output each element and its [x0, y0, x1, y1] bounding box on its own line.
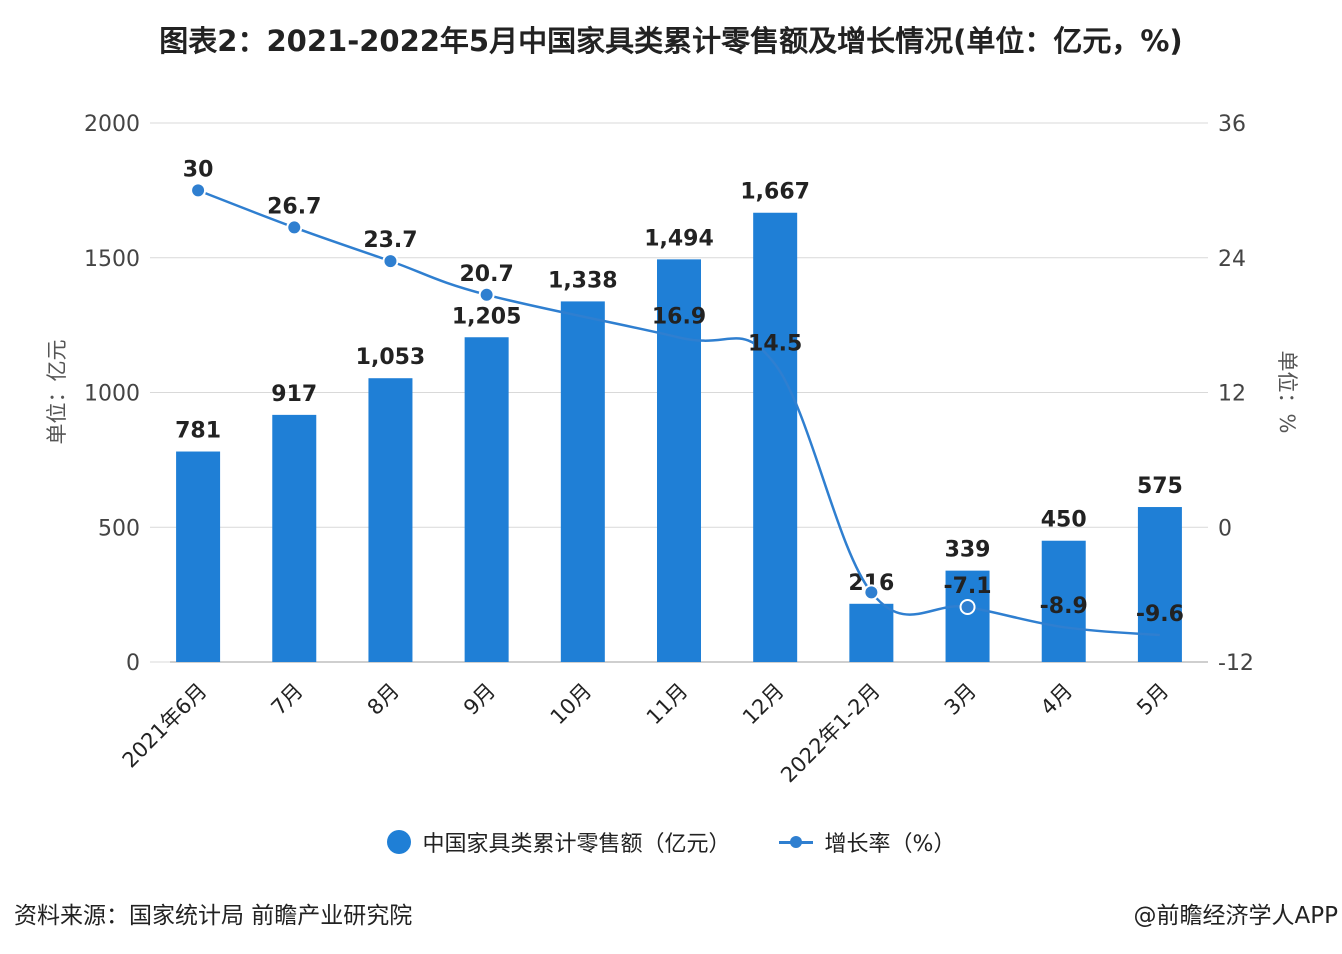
growth-rate-label: -7.1: [943, 574, 991, 599]
x-tick-label: 2021年6月: [118, 679, 212, 773]
growth-rate-label: 14.5: [748, 331, 802, 356]
x-tick-label: 10月: [546, 679, 597, 730]
growth-rate-point: [286, 219, 303, 236]
x-tick-label: 2022年1-2月: [776, 679, 885, 788]
growth-rate-label: 20.7: [459, 262, 513, 287]
bar-11: [1137, 507, 1182, 662]
chart-legend: 中国家具类累计零售额（亿元） 增长率（%）: [0, 826, 1342, 858]
legend-bar-label: 中国家具类累计零售额（亿元）: [422, 832, 731, 857]
growth-rate-label: 16.9: [652, 304, 706, 329]
bar-8: [849, 603, 894, 662]
bar-value-label: 1,494: [644, 226, 714, 251]
bar-5: [560, 301, 605, 662]
bar-3: [368, 378, 413, 662]
source-note: 资料来源：国家统计局 前瞻产业研究院: [14, 903, 413, 929]
x-tick-label: 3月: [940, 679, 981, 720]
growth-rate-point: [959, 598, 976, 615]
growth-rate-label: 26.7: [267, 194, 321, 219]
x-tick-label: 5月: [1132, 679, 1173, 720]
bar-1: [176, 451, 221, 662]
x-tick-label: 11月: [642, 679, 693, 730]
bar-2: [272, 414, 317, 662]
y-left-tick-label: 1500: [84, 247, 140, 272]
x-tick-label: 8月: [363, 679, 404, 720]
growth-rate-point: [478, 286, 495, 303]
y-left-tick-label: 1000: [84, 382, 140, 407]
y-left-tick-label: 500: [98, 516, 140, 541]
growth-rate-point: [190, 182, 207, 199]
legend-item-line[interactable]: 增长率（%）: [778, 826, 956, 858]
bar-9: [945, 570, 990, 662]
growth-rate-label: -9.6: [1136, 602, 1184, 627]
y-left-tick-label: 0: [126, 651, 140, 676]
y-right-tick-label: 24: [1218, 247, 1246, 272]
y-left-tick-label: 2000: [84, 112, 140, 137]
bar-7: [753, 212, 798, 662]
bar-value-label: 781: [175, 419, 221, 444]
bar-4: [464, 337, 509, 662]
y-left-axis-title: 单位：亿元: [45, 340, 69, 445]
growth-rate-label: 23.7: [363, 228, 417, 253]
bar-value-label: 917: [271, 382, 317, 407]
y-right-tick-label: 12: [1218, 382, 1246, 407]
bar-value-label: 1,338: [548, 268, 618, 293]
growth-rate-line: [197, 189, 1161, 637]
bar-6: [657, 259, 701, 662]
x-tick-label: 7月: [267, 679, 308, 720]
growth-rate-point: [382, 253, 399, 270]
line-series-icon: [778, 830, 813, 854]
bar-10: [1041, 540, 1086, 662]
bar-value-label: 1,667: [740, 180, 810, 205]
legend-line-label: 增长率（%）: [824, 832, 956, 857]
chart-title: 图表2：2021-2022年5月中国家具类累计零售额及增长情况(单位：亿元，%): [159, 24, 1183, 58]
brand-credit: @前瞻经济学人APP: [1133, 903, 1338, 929]
bar-series-icon: [386, 830, 411, 854]
y-right-tick-label: -12: [1218, 651, 1254, 676]
y-right-tick-label: 36: [1218, 112, 1246, 137]
legend-item-bar[interactable]: 中国家具类累计零售额（亿元）: [386, 826, 731, 858]
growth-rate-label: -8.9: [1040, 594, 1088, 619]
growth-rate-point: [863, 584, 880, 601]
x-tick-label: 9月: [459, 679, 500, 720]
bar-value-label: 1,053: [356, 345, 426, 370]
bar-value-label: 339: [945, 538, 991, 563]
y-right-axis-title: 单位：%: [1275, 351, 1299, 434]
bar-value-label: 450: [1041, 508, 1087, 533]
bar-value-label: 575: [1137, 474, 1183, 499]
x-tick-label: 12月: [738, 679, 789, 730]
growth-rate-label: 30: [183, 157, 214, 182]
x-tick-label: 4月: [1036, 679, 1077, 720]
y-right-tick-label: 0: [1218, 516, 1232, 541]
bar-value-label: 1,205: [452, 304, 522, 329]
